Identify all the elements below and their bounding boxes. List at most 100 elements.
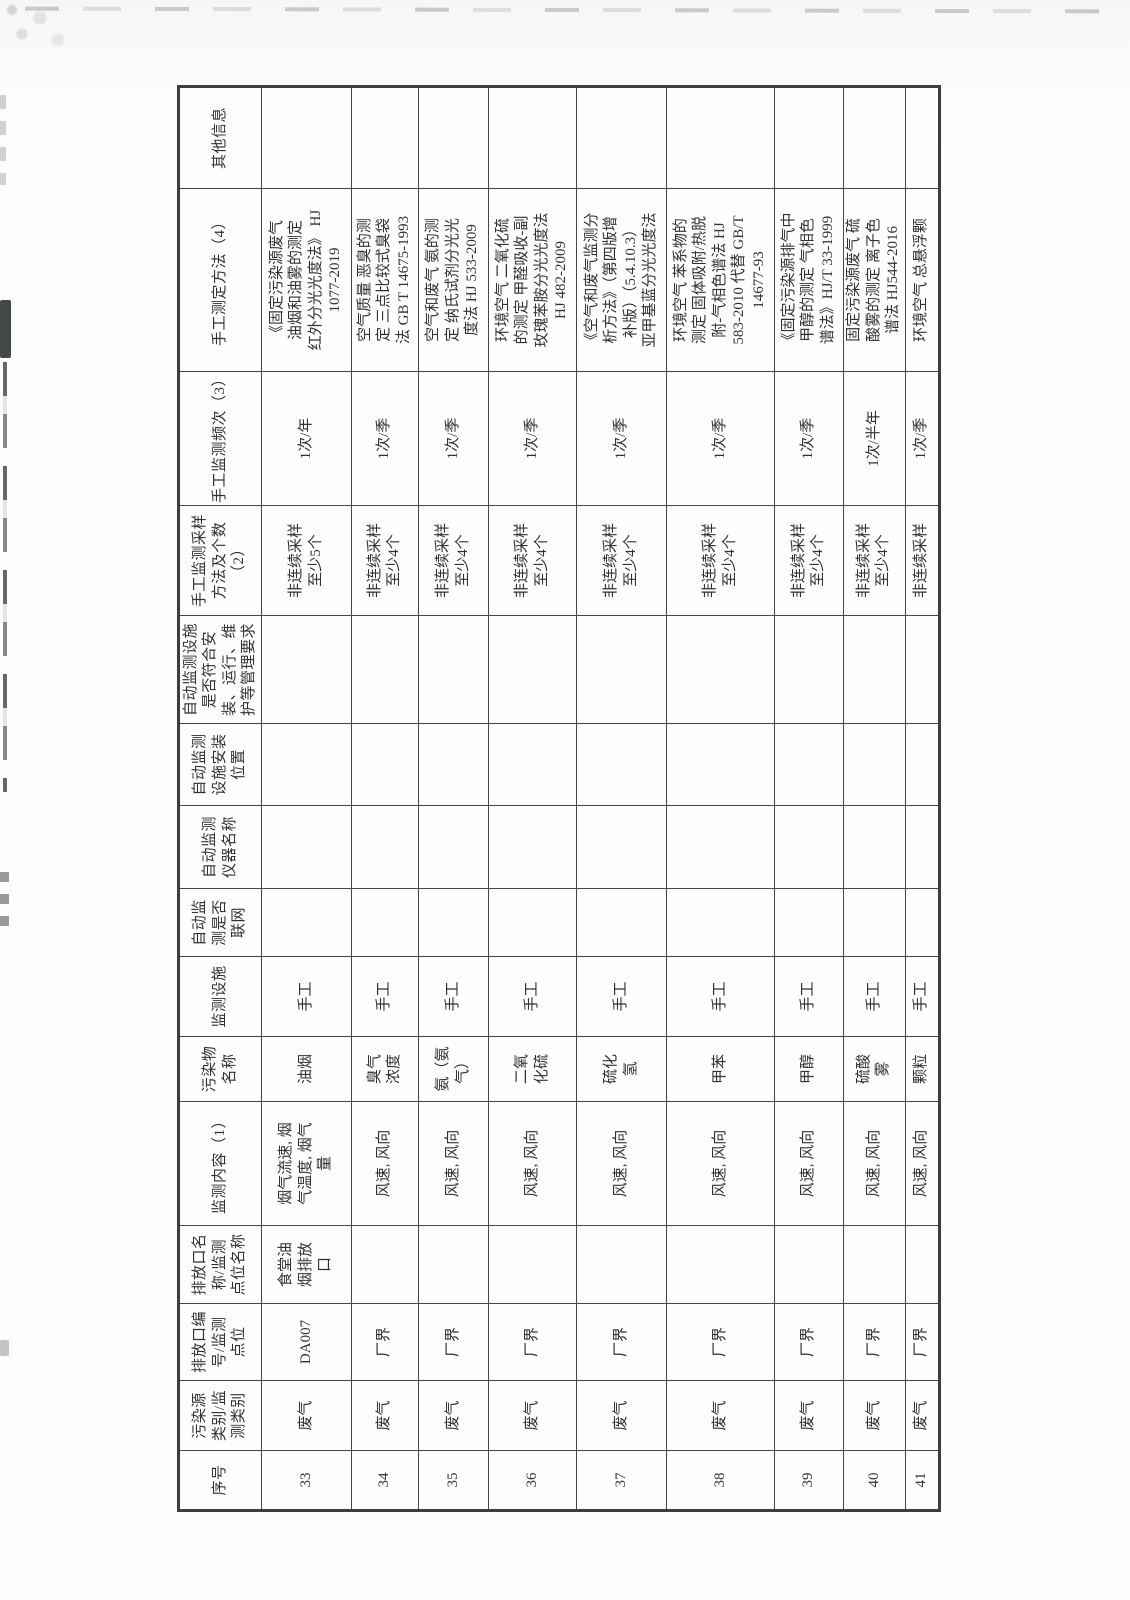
header-shougong-ceding-fangfa: 手工测定方法（4） — [178, 188, 262, 372]
cell-39-xuhao: 39 — [774, 1450, 844, 1511]
cell-41-jiance-sheshi: 手工 — [905, 956, 939, 1037]
cell-38-zidong-anzhuang-weizhi — [666, 723, 775, 806]
header-shougong-caiyang-fangfa: 手工监测采样 方法及个数 （2） — [178, 505, 262, 616]
header-jiance-sheshi: 监测设施 — [178, 956, 262, 1037]
cell-37-zidong-anzhuang-weizhi — [576, 723, 667, 806]
cell-37-qita-xinxi — [576, 86, 667, 189]
table-row-33: 33 废气 DA007 食堂油 烟排放 口烟气流速, 烟 气温度, 烟气 量油烟 手工 非… — [261, 86, 352, 1511]
cell-38-zidong-lianwang — [666, 888, 775, 957]
cell-37-zidong-lianwang — [576, 888, 667, 957]
cell-35-shougong-ceding-fangfa: 空气和废气 氨的测 定 纳氏试剂分光光 度法 HJ 533-2009 — [418, 188, 489, 372]
scan-mark-left-2 — [0, 300, 11, 358]
cell-34-zidong-anzhuang-weizhi — [351, 723, 419, 806]
header-wuranyuan-leibie: 污染源 类别/监 测类别 — [178, 1380, 262, 1451]
cell-38-paifangkou-bianhao: 厂界 — [666, 1303, 775, 1381]
cell-36-shougong-pinci: 1次/季 — [488, 371, 577, 506]
cell-37-xuhao: 37 — [576, 1450, 667, 1511]
cell-35-shougong-caiyang-fangfa: 非连续采样 至少4个 — [418, 505, 489, 616]
header-paifangkou-mingcheng: 排放口名 称/监测 点位名称 — [178, 1225, 262, 1304]
cell-36-zidong-lianwang — [488, 888, 577, 957]
cell-39-jiance-neirong: 风速, 风向 — [774, 1101, 844, 1226]
cell-34-shougong-ceding-fangfa: 空气质量 恶臭的测 定 三点比较式臭袋 法 GB T 14675-1993 — [351, 188, 419, 372]
cell-38-shougong-caiyang-fangfa: 非连续采样 至少4个 — [666, 505, 775, 616]
cell-35-wuranwu-mingcheng: 氨（氨 气） — [418, 1036, 489, 1102]
header-zidong-lianwang: 自动监 测是否 联网 — [178, 888, 262, 957]
cell-39-wuranwu-mingcheng: 甲醇 — [774, 1036, 844, 1102]
cell-39-zidong-guanli-yaoqiu — [774, 615, 844, 724]
header-zidong-yiqi-mingcheng: 自动监测 仪器名称 — [178, 805, 262, 889]
cell-40-jiance-neirong: 风速, 风向 — [843, 1101, 905, 1226]
cell-41-zidong-anzhuang-weizhi — [905, 723, 939, 806]
cell-41-shougong-caiyang-fangfa: 非连续采样 — [905, 505, 939, 616]
cell-41-zidong-guanli-yaoqiu — [905, 615, 939, 724]
cell-33-zidong-lianwang — [261, 888, 352, 957]
cell-38-shougong-ceding-fangfa: 环境空气 苯系物的 测定 固体吸附/热脱 附-气相色谱法 HJ 583-2010… — [666, 188, 775, 372]
cell-34-wuranyuan-leibie: 废气 — [351, 1380, 419, 1451]
cell-34-jiance-sheshi: 手工 — [351, 956, 419, 1037]
cell-37-wuranwu-mingcheng: 硫化 氢 — [576, 1036, 667, 1102]
header-qita-xinxi: 其他信息 — [178, 86, 262, 189]
cell-34-paifangkou-mingcheng — [351, 1225, 419, 1304]
scan-mark-left-1 — [0, 95, 6, 185]
cell-40-xuhao: 40 — [843, 1450, 905, 1511]
cell-41-zidong-yiqi-mingcheng — [905, 805, 939, 889]
table-row-36: 36 废气 厂界 风速, 风向 二氧 化硫 手工 非连续采样 至少4个 1次/季 环境空气 二氧… — [488, 86, 577, 1511]
table-row-37: 37 废气 厂界 风速, 风向 硫化 氢手工 非连续采样 至少4个 1次/季 《空气和废气监测… — [576, 86, 667, 1511]
cell-37-jiance-neirong: 风速, 风向 — [576, 1101, 667, 1226]
cell-35-jiance-neirong: 风速, 风向 — [418, 1101, 489, 1226]
cell-39-zidong-anzhuang-weizhi — [774, 723, 844, 806]
cell-33-wuranyuan-leibie: 废气 — [261, 1380, 352, 1451]
cell-38-paifangkou-mingcheng — [666, 1225, 775, 1304]
cell-36-zidong-guanli-yaoqiu — [488, 615, 577, 724]
cell-40-paifangkou-mingcheng — [843, 1225, 905, 1304]
cell-34-zidong-yiqi-mingcheng — [351, 805, 419, 889]
cell-38-shougong-pinci: 1次/季 — [666, 371, 775, 506]
cell-35-paifangkou-bianhao: 厂界 — [418, 1303, 489, 1381]
cell-39-paifangkou-bianhao: 厂界 — [774, 1303, 844, 1381]
cell-40-zidong-lianwang — [843, 888, 905, 957]
cell-37-shougong-ceding-fangfa: 《空气和废气监测分 析方法》（第四版增 补版）（5.4.10.3） 亚甲基蓝分光… — [576, 188, 667, 372]
cell-41-zidong-lianwang — [905, 888, 939, 957]
header-shougong-pinci: 手工监测频次（3） — [178, 371, 262, 506]
cell-37-paifangkou-mingcheng — [576, 1225, 667, 1304]
cell-33-jiance-neirong: 烟气流速, 烟 气温度, 烟气 量 — [261, 1101, 352, 1226]
cell-33-shougong-pinci: 1次/年 — [261, 371, 352, 506]
cell-36-zidong-yiqi-mingcheng — [488, 805, 577, 889]
cell-41-paifangkou-mingcheng — [905, 1225, 939, 1304]
cell-39-wuranyuan-leibie: 废气 — [774, 1380, 844, 1451]
cell-38-wuranyuan-leibie: 废气 — [666, 1380, 775, 1451]
cell-41-jiance-neirong: 风速, 风向 — [905, 1101, 939, 1226]
cell-35-zidong-lianwang — [418, 888, 489, 957]
cell-41-shougong-pinci: 1次/季 — [905, 371, 939, 506]
cell-34-qita-xinxi — [351, 86, 419, 189]
cell-34-jiance-neirong: 风速, 风向 — [351, 1101, 419, 1226]
cell-40-wuranwu-mingcheng: 硫酸 雾 — [843, 1036, 905, 1102]
cell-33-zidong-yiqi-mingcheng — [261, 805, 352, 889]
cell-40-zidong-yiqi-mingcheng — [843, 805, 905, 889]
cell-40-zidong-anzhuang-weizhi — [843, 723, 905, 806]
cell-40-jiance-sheshi: 手工 — [843, 956, 905, 1037]
cell-37-zidong-guanli-yaoqiu — [576, 615, 667, 724]
cell-37-paifangkou-bianhao: 厂界 — [576, 1303, 667, 1381]
cell-39-shougong-pinci: 1次/季 — [774, 371, 844, 506]
cell-37-shougong-caiyang-fangfa: 非连续采样 至少4个 — [576, 505, 667, 616]
cell-36-paifangkou-mingcheng — [488, 1225, 577, 1304]
table-row-35: 35 废气 厂界 风速, 风向 氨（氨 气） 手工 非连续采样 至少4个 1次/季 空气和废气 … — [418, 86, 489, 1511]
cell-35-qita-xinxi — [418, 86, 489, 189]
cell-33-shougong-caiyang-fangfa: 非连续采样 至少5个 — [261, 505, 352, 616]
cell-33-shougong-ceding-fangfa: 《固定污染源废气 油烟和油雾的测定 红外分光光度法》 HJ 1077-2019 — [261, 188, 352, 372]
cell-33-paifangkou-mingcheng: 食堂油 烟排放 口 — [261, 1225, 352, 1304]
scan-streak-top — [24, 6, 1111, 14]
header-paifangkou-bianhao: 排放口编 号/监测 点位 — [178, 1303, 262, 1381]
cell-38-jiance-sheshi: 手工 — [666, 956, 775, 1037]
cell-35-jiance-sheshi: 手工 — [418, 956, 489, 1037]
cell-36-jiance-sheshi: 手工 — [488, 956, 577, 1037]
cell-33-paifangkou-bianhao: DA007 — [261, 1303, 352, 1381]
cell-40-qita-xinxi — [843, 86, 905, 189]
table-row-39: 39 废气 厂界 风速, 风向 甲醇 手工 非连续采样 至少4个 1次/季 《固定污染源排气中 … — [774, 86, 844, 1511]
cell-33-qita-xinxi — [261, 86, 352, 189]
cell-39-shougong-caiyang-fangfa: 非连续采样 至少4个 — [774, 505, 844, 616]
cell-33-wuranwu-mingcheng: 油烟 — [261, 1036, 352, 1102]
cell-34-shougong-caiyang-fangfa: 非连续采样 至少4个 — [351, 505, 419, 616]
